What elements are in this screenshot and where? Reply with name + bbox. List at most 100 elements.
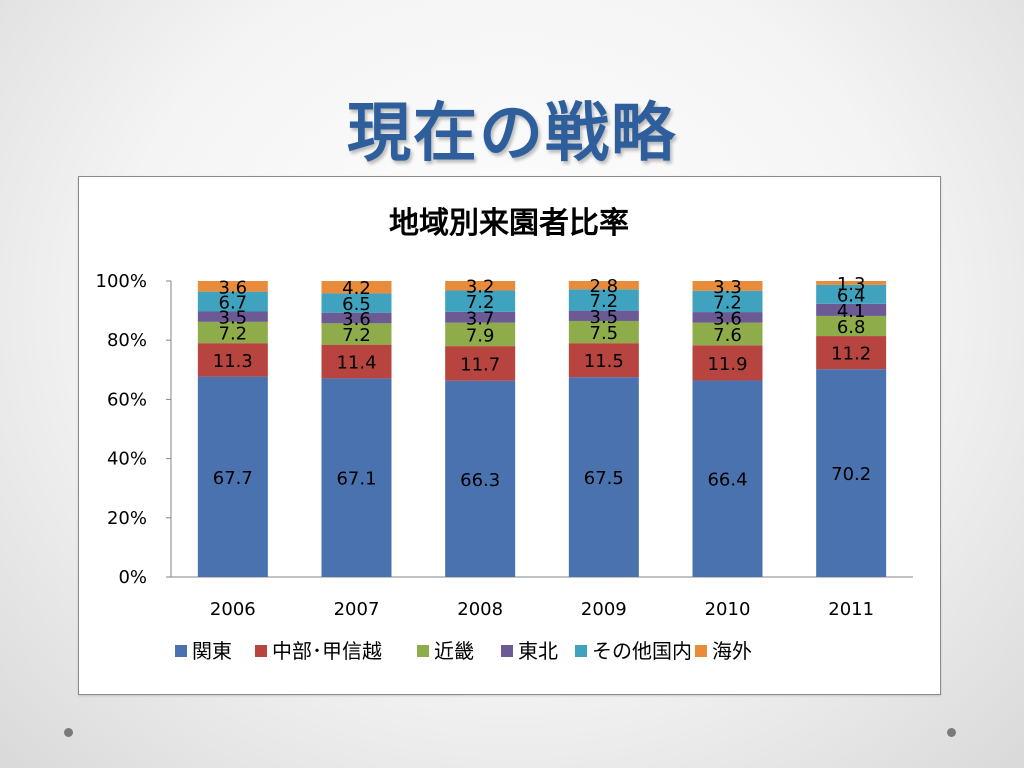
y-tick-label: 20% — [107, 508, 147, 529]
data-label: 3.6 — [342, 309, 371, 330]
bar-segment — [321, 312, 392, 324]
bar-segment — [692, 281, 763, 291]
bar-segment — [445, 322, 516, 347]
data-label: 3.3 — [713, 277, 742, 298]
legend-swatch — [501, 645, 513, 657]
bar-segment — [321, 344, 392, 379]
legend: 関東 中部･甲信越 近畿 東北 その他国内 海外 — [175, 639, 752, 663]
data-label: 66.4 — [707, 470, 747, 491]
data-label: 3.6 — [219, 277, 248, 298]
x-tick-label: 2009 — [581, 599, 627, 620]
bar-segment — [692, 380, 763, 577]
legend-swatch — [175, 645, 187, 657]
x-tick-label: 2008 — [457, 599, 503, 620]
y-tick-label: 60% — [107, 389, 147, 410]
data-label: 6.7 — [219, 293, 248, 314]
data-label: 7.2 — [713, 292, 742, 313]
data-label: 66.3 — [460, 470, 500, 491]
bar-segment — [692, 345, 763, 381]
data-label: 7.2 — [590, 291, 619, 312]
y-tick-label: 40% — [107, 449, 147, 470]
legend-swatch — [255, 645, 267, 657]
bar-segment — [445, 281, 516, 291]
data-label: 70.2 — [831, 464, 871, 485]
data-label: 3.7 — [466, 308, 495, 329]
x-tick-label: 2006 — [210, 599, 256, 620]
data-labels: 67.711.37.23.56.73.667.111.47.23.66.54.2… — [213, 274, 871, 491]
data-label: 3.6 — [713, 308, 742, 329]
legend-label: 中部･甲信越 — [272, 639, 382, 663]
bar-segment — [568, 310, 639, 321]
bar-segment — [197, 311, 268, 322]
bar-segment — [321, 323, 392, 345]
bar-segment — [445, 290, 516, 312]
data-label: 4.2 — [342, 278, 371, 299]
slide-title: 現在の戦略 — [347, 97, 677, 171]
data-label: 7.6 — [713, 325, 742, 346]
slide-dot-right — [947, 728, 956, 737]
y-tick-label: 0% — [118, 567, 147, 588]
bar-segment — [568, 289, 639, 311]
data-label: 7.2 — [219, 324, 248, 345]
bar-segment — [568, 343, 639, 378]
bar-segment — [816, 284, 887, 304]
legend-label: 関東 — [192, 639, 232, 663]
data-label: 3.5 — [219, 308, 248, 329]
x-tick-label: 2010 — [705, 599, 751, 620]
bar-segment — [321, 378, 392, 577]
bars — [197, 281, 887, 577]
bar-segment — [816, 303, 887, 316]
data-label: 7.5 — [590, 323, 619, 344]
data-label: 6.8 — [837, 317, 866, 338]
data-label: 11.3 — [213, 351, 253, 372]
legend-swatch — [695, 645, 707, 657]
data-label: 6.4 — [837, 285, 866, 306]
bar-segment — [692, 290, 763, 313]
data-label: 7.9 — [466, 325, 495, 346]
chart-frame: 地域別来園者比率 0% 20% 40% 60% 80% 100% 2006 2007 2008 2… — [78, 176, 941, 695]
data-label: 11.9 — [707, 354, 747, 375]
chart-title: 地域別来園者比率 — [389, 206, 629, 241]
data-label: 11.5 — [584, 351, 624, 372]
data-label: 7.2 — [342, 325, 371, 346]
axes: 0% 20% 40% 60% 80% 100% 2006 2007 2008 2009 2010 20… — [96, 271, 913, 620]
stacked-bar-chart: 地域別来園者比率 0% 20% 40% 60% 80% 100% 2006 2007 2008 2… — [96, 206, 913, 663]
bar-segment — [568, 281, 639, 290]
legend-swatch — [417, 645, 429, 657]
bar-segment — [321, 281, 392, 294]
bar-segment — [816, 315, 887, 337]
bar-segment — [568, 320, 639, 344]
bar-segment — [197, 343, 268, 377]
data-label: 3.2 — [466, 277, 495, 298]
bar-segment — [197, 376, 268, 577]
data-label: 11.2 — [831, 344, 871, 365]
bar-segment — [568, 377, 639, 577]
bar-segment — [445, 346, 516, 381]
bar-segment — [692, 322, 763, 346]
legend-label: 海外 — [712, 639, 752, 663]
bar-segment — [816, 336, 887, 370]
y-tick-label: 100% — [96, 271, 147, 292]
data-label: 67.7 — [213, 468, 253, 489]
bar-segment — [197, 321, 268, 344]
legend-label: 近畿 — [434, 639, 474, 663]
slide-dot-left — [64, 728, 73, 737]
bar-segment — [692, 312, 763, 323]
data-label: 6.5 — [342, 294, 371, 315]
data-label: 67.1 — [336, 469, 376, 490]
data-label: 4.1 — [837, 301, 866, 322]
y-tick-label: 80% — [107, 330, 147, 351]
bar-segment — [445, 311, 516, 323]
bar-segment — [197, 291, 268, 312]
legend-label: 東北 — [518, 639, 558, 663]
x-tick-label: 2007 — [334, 599, 380, 620]
legend-swatch — [575, 645, 587, 657]
legend-label: その他国内 — [592, 639, 692, 663]
bar-segment — [816, 281, 887, 285]
data-label: 11.4 — [336, 353, 376, 374]
data-label: 7.2 — [466, 292, 495, 313]
data-label: 2.8 — [590, 276, 619, 297]
bar-segment — [445, 380, 516, 577]
data-label: 1.3 — [837, 274, 866, 295]
data-label: 67.5 — [584, 468, 624, 489]
